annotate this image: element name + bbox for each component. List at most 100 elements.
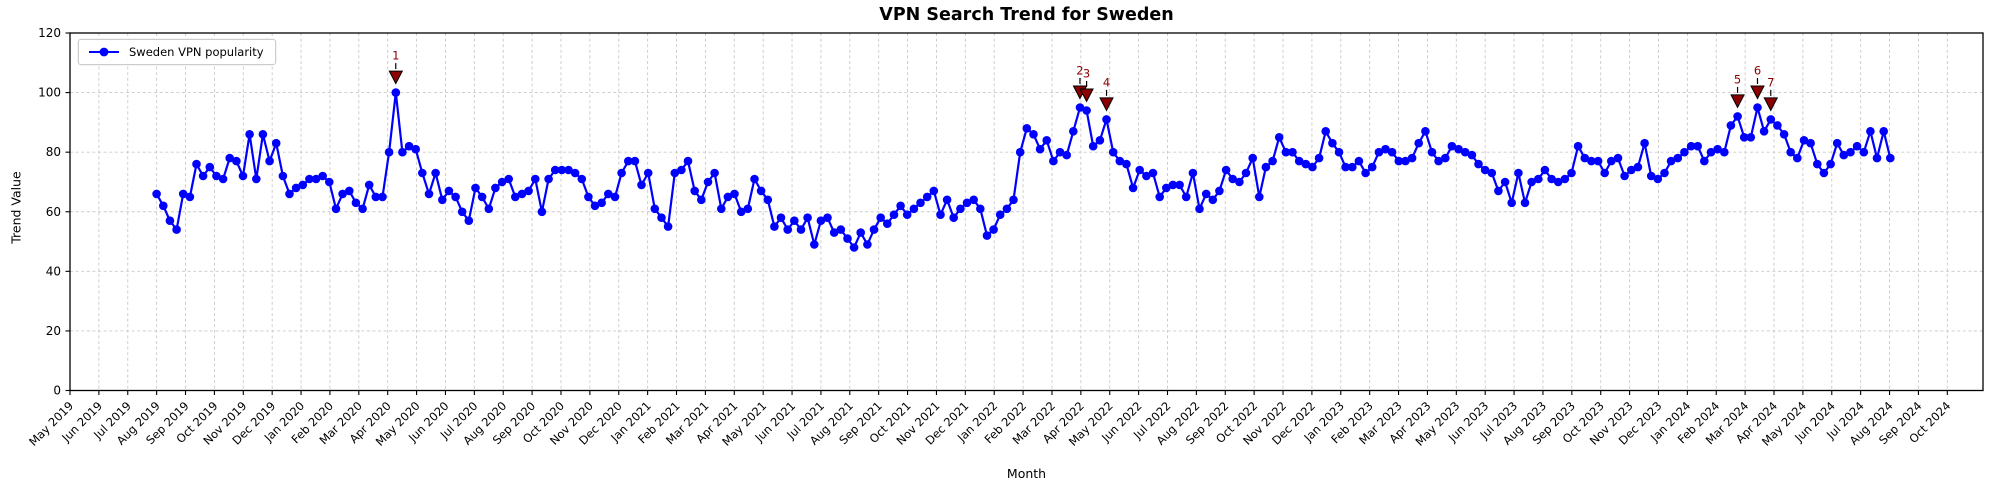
data-point-marker[interactable] — [889, 210, 899, 219]
data-point-marker[interactable] — [863, 240, 872, 249]
data-point-marker[interactable] — [803, 213, 812, 222]
data-point-marker[interactable] — [1487, 168, 1497, 178]
data-point-marker[interactable] — [1693, 141, 1702, 151]
data-point-marker[interactable] — [1095, 136, 1105, 145]
data-point-marker[interactable] — [1786, 147, 1795, 157]
data-point-marker[interactable] — [1573, 141, 1583, 151]
data-point-marker[interactable] — [251, 174, 261, 184]
data-point-marker[interactable] — [1115, 156, 1125, 166]
data-point-marker[interactable] — [1221, 165, 1231, 175]
data-point-marker[interactable] — [1441, 153, 1450, 163]
data-point-marker[interactable] — [750, 174, 759, 184]
data-point-marker[interactable] — [1753, 103, 1762, 112]
data-point-marker[interactable] — [590, 201, 600, 211]
data-point-marker[interactable] — [1042, 136, 1051, 145]
data-point-marker[interactable] — [1002, 204, 1012, 214]
data-point-marker[interactable] — [165, 216, 175, 225]
data-point-marker[interactable] — [1866, 127, 1875, 136]
data-point-marker[interactable] — [1401, 156, 1410, 166]
data-point-marker[interactable] — [517, 189, 527, 199]
data-point-marker[interactable] — [1653, 174, 1663, 184]
data-point-marker[interactable] — [218, 174, 228, 184]
data-point-marker[interactable] — [1733, 112, 1742, 121]
data-point-marker[interactable] — [1075, 103, 1085, 112]
data-point-marker[interactable] — [683, 156, 693, 166]
data-point-marker[interactable] — [1102, 115, 1111, 124]
data-point-marker[interactable] — [1367, 162, 1377, 172]
data-point-marker[interactable] — [1832, 138, 1842, 148]
data-point-marker[interactable] — [1009, 195, 1018, 205]
data-point-marker[interactable] — [1255, 192, 1264, 202]
data-point-marker[interactable] — [956, 204, 965, 214]
data-point-marker[interactable] — [783, 225, 792, 234]
data-point-marker[interactable] — [1308, 162, 1317, 172]
data-point-marker[interactable] — [265, 156, 274, 166]
data-point-marker[interactable] — [1022, 124, 1032, 133]
data-point-marker[interactable] — [810, 240, 819, 249]
data-point-marker[interactable] — [710, 168, 719, 178]
data-point-marker[interactable] — [1062, 150, 1071, 160]
data-point-marker[interactable] — [929, 186, 939, 196]
data-point-marker[interactable] — [557, 165, 567, 175]
data-point-marker[interactable] — [318, 171, 328, 181]
data-point-marker[interactable] — [1793, 153, 1802, 163]
data-point-marker[interactable] — [1135, 165, 1144, 175]
data-point-marker[interactable] — [869, 225, 879, 234]
data-point-marker[interactable] — [1015, 147, 1025, 157]
data-point-marker[interactable] — [1706, 147, 1716, 157]
data-point-marker[interactable] — [1813, 159, 1822, 169]
data-point-marker[interactable] — [378, 192, 387, 202]
data-point-marker[interactable] — [1069, 127, 1078, 136]
data-point-marker[interactable] — [1261, 162, 1271, 172]
data-point-marker[interactable] — [697, 195, 706, 205]
data-point-marker[interactable] — [1394, 156, 1404, 166]
data-point-marker[interactable] — [564, 165, 573, 175]
data-point-marker[interactable] — [770, 222, 779, 231]
data-point-marker[interactable] — [1268, 156, 1277, 166]
data-point-marker[interactable] — [1201, 189, 1211, 199]
data-point-marker[interactable] — [1321, 127, 1330, 136]
data-point-marker[interactable] — [504, 174, 513, 184]
data-point-marker[interactable] — [1314, 153, 1324, 163]
data-point-marker[interactable] — [1633, 162, 1643, 172]
data-point-marker[interactable] — [1195, 204, 1204, 214]
data-point-marker[interactable] — [1773, 121, 1782, 130]
data-point-marker[interactable] — [438, 195, 447, 205]
data-point-marker[interactable] — [431, 168, 440, 178]
data-point-marker[interactable] — [730, 189, 739, 199]
data-point-marker[interactable] — [1142, 171, 1151, 181]
data-point-marker[interactable] — [1553, 177, 1563, 187]
data-point-marker[interactable] — [1188, 168, 1198, 178]
data-point-marker[interactable] — [338, 189, 347, 199]
data-point-marker[interactable] — [1241, 168, 1251, 178]
data-point-marker[interactable] — [1726, 121, 1736, 130]
data-point-marker[interactable] — [1354, 156, 1364, 166]
data-point-marker[interactable] — [916, 198, 925, 208]
data-point-marker[interactable] — [1520, 198, 1530, 208]
data-point-marker[interactable] — [1879, 127, 1888, 136]
data-point-marker[interactable] — [1248, 153, 1257, 163]
data-point-marker[interactable] — [1474, 159, 1483, 169]
data-point-marker[interactable] — [909, 204, 919, 214]
data-point-marker[interactable] — [391, 88, 401, 97]
data-point-marker[interactable] — [1361, 168, 1370, 178]
data-point-marker[interactable] — [198, 171, 208, 181]
data-point-marker[interactable] — [1421, 127, 1430, 136]
data-point-marker[interactable] — [1507, 198, 1516, 208]
data-point-marker[interactable] — [1779, 130, 1789, 139]
data-point-marker[interactable] — [677, 165, 686, 175]
data-point-marker[interactable] — [604, 189, 613, 199]
data-point-marker[interactable] — [1686, 141, 1696, 151]
data-point-marker[interactable] — [172, 225, 181, 234]
data-point-marker[interactable] — [790, 216, 799, 225]
data-point-marker[interactable] — [225, 153, 234, 163]
data-point-marker[interactable] — [404, 141, 414, 151]
data-point-marker[interactable] — [1175, 180, 1184, 190]
data-point-marker[interactable] — [1274, 133, 1284, 142]
data-point-marker[interactable] — [1128, 183, 1138, 193]
data-point-marker[interactable] — [816, 216, 826, 225]
data-point-marker[interactable] — [796, 225, 806, 234]
data-point-marker[interactable] — [836, 225, 846, 234]
data-point-marker[interactable] — [464, 216, 474, 225]
data-point-marker[interactable] — [205, 162, 215, 172]
